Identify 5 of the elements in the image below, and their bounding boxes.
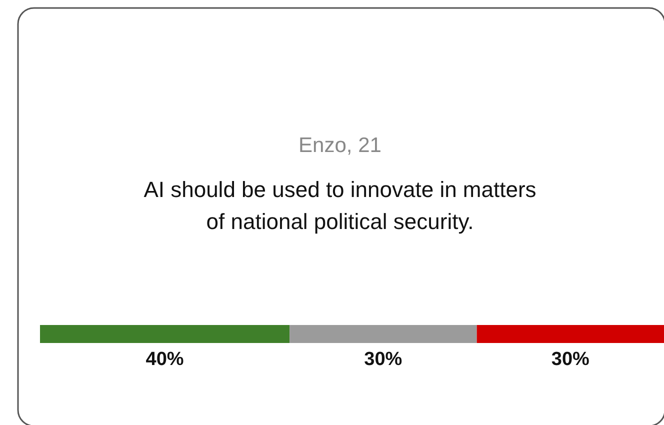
chart-title: Enzo, 21 [298,134,382,157]
data-label: 30% [551,349,590,370]
chart-subtitle: AI should be used to innovate in matters of national political security. [144,177,536,234]
data-label: 40% [146,349,184,370]
data-label: 30% [364,349,402,370]
